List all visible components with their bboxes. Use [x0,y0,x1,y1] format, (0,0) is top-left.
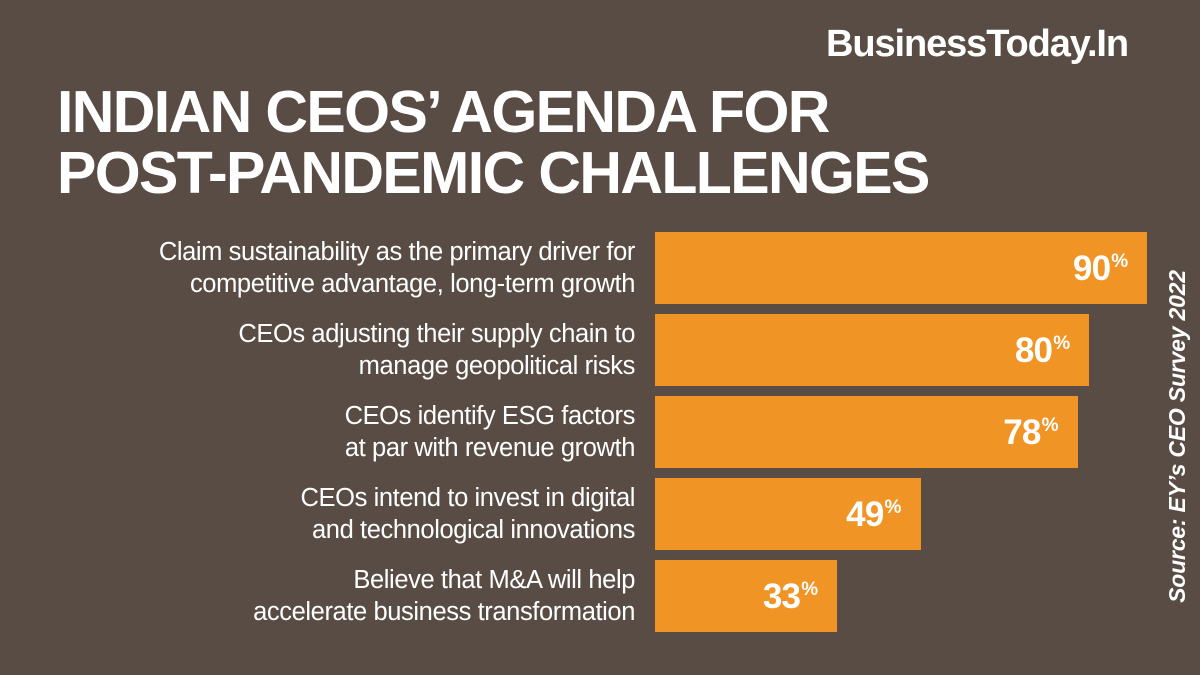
bar-fill: 78% [655,396,1078,468]
chart-row: Claim sustainability as the primary driv… [0,232,1160,304]
chart-row: CEOs adjusting their supply chain to man… [0,314,1160,386]
bar-label: CEOs identify ESG factors at par with re… [0,396,655,468]
bar-label-line-1: CEOs identify ESG factors [344,401,636,430]
percent-symbol: % [801,578,818,600]
bar-value: 78% [1003,412,1059,452]
bar-value: 49% [846,494,902,534]
bar-track: 80% [655,314,1160,386]
chart-row: CEOs intend to invest in digital and tec… [0,478,1160,550]
chart-row: Believe that M&A will help accelerate bu… [0,560,1160,632]
bar-value-number: 90 [1072,248,1111,288]
source-note: Source: EY’s CEO Survey 2022 [1160,228,1194,644]
bar-label: CEOs adjusting their supply chain to man… [0,314,655,386]
bar-track: 49% [655,478,1160,550]
bar-fill: 33% [655,560,838,632]
bar-value-number: 80 [1014,330,1053,370]
bar-track: 33% [655,560,1160,632]
source-note-text: Source: EY’s CEO Survey 2022 [1163,269,1190,603]
brand-logo: BusinessToday.In [826,23,1129,65]
bar-label-line-1: Believe that M&A will help [353,565,635,594]
bar-label-line-2: and technological innovations [312,516,635,544]
bar-track: 78% [655,396,1160,468]
bar-label-line-2: accelerate business transformation [253,598,635,626]
bar-value-number: 78 [1003,412,1041,452]
page-title-line-2: POST-PANDEMIC CHALLENGES [57,140,930,207]
bar-label-line-2: manage geopolitical risks [358,352,636,380]
bar-label-line-1: CEOs intend to invest in digital [300,483,636,512]
bar-fill: 80% [655,314,1090,386]
chart-row: CEOs identify ESG factors at par with re… [0,396,1160,468]
bar-label-line-2: at par with revenue growth [344,434,636,462]
page-title: INDIAN CEOS’ AGENDA FOR POST-PANDEMIC CH… [57,79,930,207]
bar-label-line-1: CEOs adjusting their supply chain to [238,319,635,348]
bar-label: Believe that M&A will help accelerate bu… [0,560,655,632]
bar-label: Claim sustainability as the primary driv… [0,232,655,304]
percent-symbol: % [1111,250,1128,272]
percent-symbol: % [1041,414,1059,436]
bar-label-line-1: Claim sustainability as the primary driv… [158,237,636,266]
bar-chart: Claim sustainability as the primary driv… [0,232,1160,644]
bar-label: CEOs intend to invest in digital and tec… [0,478,655,550]
bar-label-line-2: competitive advantage, long-term growth [189,270,635,298]
bar-track: 90% [655,232,1160,304]
bar-value-number: 33 [762,576,801,616]
bar-value: 90% [1072,248,1128,288]
percent-symbol: % [1053,332,1070,354]
bar-fill: 49% [655,478,921,550]
bar-value: 33% [762,576,818,616]
bar-fill: 90% [655,232,1148,304]
bar-value-number: 49 [846,494,884,534]
page-title-line-1: INDIAN CEOS’ AGENDA FOR [57,79,830,145]
bar-value: 80% [1014,330,1070,370]
percent-symbol: % [884,496,902,518]
